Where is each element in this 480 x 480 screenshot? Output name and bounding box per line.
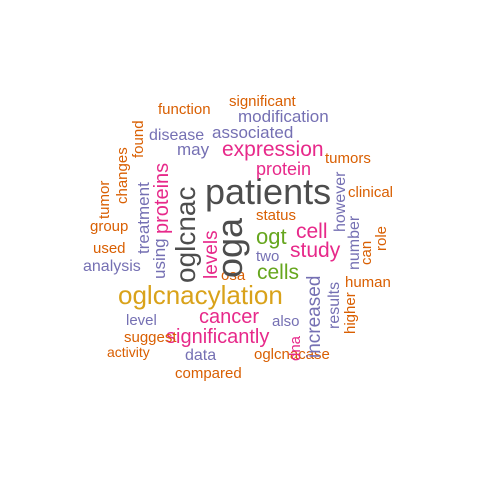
word-levels: levels: [201, 230, 222, 279]
word-dna: dna: [287, 335, 304, 361]
word-disease: disease: [149, 127, 205, 144]
word-status: status: [256, 207, 297, 224]
word-study: study: [290, 239, 341, 262]
word-data: oglcnacase: [254, 346, 330, 363]
word-group: group: [90, 218, 129, 235]
word-tumors: tumors: [325, 150, 371, 167]
word-protein: protein: [256, 159, 312, 179]
word-two: two: [256, 248, 280, 265]
word-suggest: activity: [107, 344, 150, 360]
word-activity: data: [185, 347, 217, 364]
word-changes: changes: [114, 147, 131, 204]
word-cancer: cancer: [199, 306, 260, 328]
word-significantly: significantly: [166, 326, 270, 348]
word-ogt: ogt: [256, 224, 287, 249]
word-can: can: [358, 240, 375, 265]
word-found: found: [130, 120, 147, 158]
word-proteins: proteins: [151, 162, 173, 234]
word-analysis: analysis: [83, 258, 141, 275]
word-associated: associated: [212, 123, 294, 142]
word-role: role: [373, 225, 390, 251]
word-using: using: [150, 238, 169, 279]
word-clinical: clinical: [348, 184, 394, 201]
word-may: may: [177, 140, 210, 159]
word-oglcnac: oglcnac: [170, 186, 201, 283]
word-tumor: tumor: [96, 180, 113, 219]
word-oglcnacase: compared: [175, 365, 242, 382]
word-level: suggest: [124, 329, 177, 346]
word-human: human: [345, 274, 391, 291]
word-increased: increased: [304, 275, 325, 358]
word-showed: level: [126, 312, 157, 329]
word-significant: significant: [229, 93, 296, 110]
word-function: function: [158, 101, 211, 118]
word-osa: osa: [221, 267, 246, 284]
word-cells: cells: [257, 261, 300, 284]
word-results: results: [326, 281, 343, 329]
word-cell: cell: [296, 220, 328, 243]
word-also: also: [272, 313, 300, 330]
word-higher: higher: [342, 292, 359, 334]
word-patients: patients: [205, 171, 332, 212]
word-used: used: [93, 240, 126, 257]
word-modification: modification: [238, 107, 329, 126]
word-expression: expression: [222, 138, 324, 161]
word-oglcnacylation: oglcnacylation: [118, 280, 283, 310]
